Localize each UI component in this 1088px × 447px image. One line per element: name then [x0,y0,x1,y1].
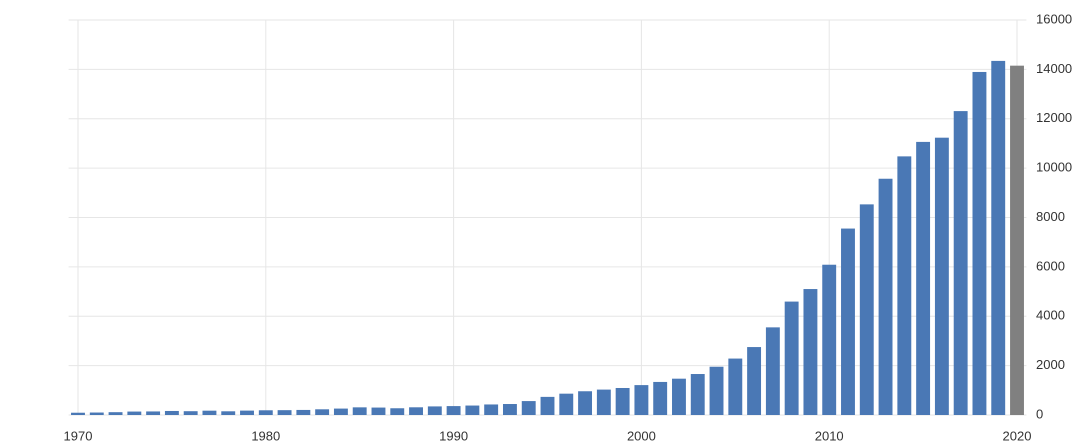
y-tick-label: 10000 [1036,160,1072,175]
bar [672,378,686,415]
y-tick-label: 12000 [1036,110,1072,125]
x-tick-label: 2010 [815,428,844,443]
bar [916,141,931,416]
y-tick-label: 8000 [1036,209,1065,224]
y-tick-label: 6000 [1036,258,1065,273]
bar [803,289,818,415]
y-tick-label: 16000 [1036,11,1072,26]
bar [521,401,536,415]
bar [1010,65,1024,415]
bar [465,405,480,415]
bar [221,411,236,415]
bar [653,381,668,415]
x-tick-label: 2020 [1003,428,1032,443]
bar [502,404,517,415]
bar [409,407,423,415]
bar [972,71,987,415]
bar [747,347,762,415]
bar [427,406,442,415]
bar [559,393,574,415]
bar [127,411,142,415]
bar [183,411,198,415]
bar [765,327,780,415]
bar [596,389,611,415]
bar [390,408,405,415]
bar [878,178,893,415]
bar [146,411,161,415]
bar [277,410,292,415]
y-tick-label: 4000 [1036,308,1065,323]
bar [841,228,855,415]
bar [784,301,799,415]
y-tick-label: 2000 [1036,357,1065,372]
bar [953,111,968,416]
bar [315,409,330,415]
bar [164,410,179,415]
bar [240,410,254,415]
bar [258,410,273,415]
bar [859,204,874,415]
bar [333,408,348,415]
y-tick-label: 14000 [1036,61,1072,76]
bar [690,374,705,415]
bar [296,409,311,415]
bar [352,407,367,415]
bar [634,385,649,415]
bar [934,137,949,416]
bar [89,412,104,415]
bar [709,366,724,415]
x-tick-label: 2000 [627,428,656,443]
x-tick-label: 1980 [251,428,280,443]
bar [540,396,555,415]
bar [615,387,630,415]
bar [202,410,217,415]
y-tick-label: 0 [1036,406,1043,421]
bar [371,407,386,415]
bar [991,60,1006,415]
bar [578,391,593,415]
bar [108,412,123,415]
bar [897,156,912,415]
bar [728,358,743,415]
x-tick-label: 1970 [64,428,93,443]
x-tick-label: 1990 [439,428,468,443]
bar [822,264,837,415]
bar [446,406,461,415]
bar [71,412,85,415]
bar [484,404,499,415]
